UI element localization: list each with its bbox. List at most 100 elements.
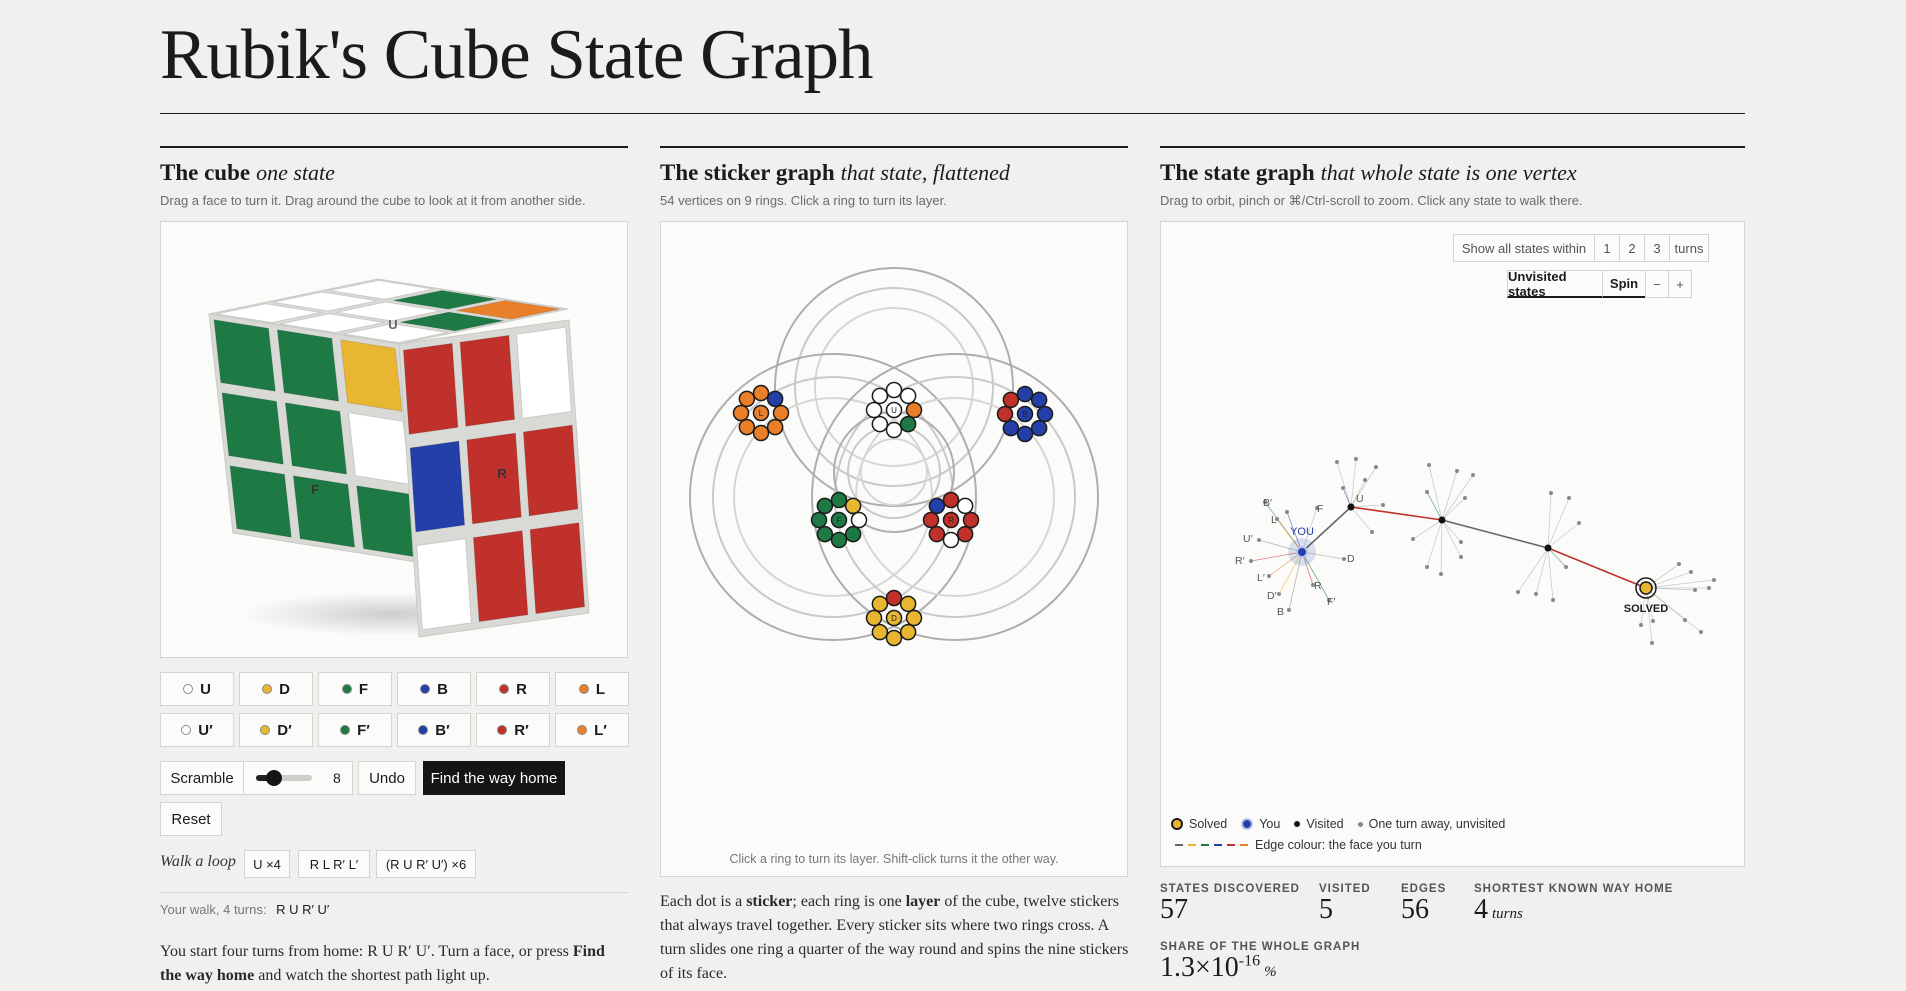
slider-track[interactable] [256, 770, 312, 786]
unvisited-state-node[interactable] [1275, 517, 1279, 521]
unvisited-state-node[interactable] [1534, 592, 1538, 596]
cube-sticker[interactable] [280, 313, 385, 333]
cube-sticker[interactable] [273, 291, 378, 312]
cube-sticker[interactable] [392, 290, 497, 310]
cube-sticker[interactable] [292, 475, 356, 548]
unvisited-state-node[interactable] [1381, 503, 1385, 507]
move-button-2[interactable]: F [318, 672, 392, 706]
cube-sticker[interactable] [409, 440, 466, 533]
move-prime-button-4[interactable]: R′ [476, 713, 550, 747]
unvisited-state-node[interactable] [1341, 486, 1345, 490]
cube-sticker[interactable] [529, 522, 586, 615]
move-button-4[interactable]: R [476, 672, 550, 706]
you-node[interactable] [1296, 546, 1308, 558]
unvisited-state-node[interactable] [1677, 562, 1681, 566]
cube-viewport[interactable]: U F R [160, 221, 628, 658]
cube-sticker[interactable] [229, 465, 292, 538]
unvisited-state-node[interactable] [1577, 521, 1581, 525]
move-button-0[interactable]: U [160, 672, 234, 706]
unvisited-state-node[interactable] [1712, 578, 1716, 582]
cube-face-front[interactable] [208, 313, 424, 564]
unvisited-state-node[interactable] [1374, 465, 1378, 469]
unvisited-state-node[interactable] [1363, 478, 1367, 482]
cube-faces[interactable] [208, 278, 590, 638]
layer-ring[interactable] [689, 353, 977, 641]
move-button-3[interactable]: B [397, 672, 471, 706]
move-prime-button-5[interactable]: L′ [555, 713, 629, 747]
move-prime-button-1[interactable]: D′ [239, 713, 313, 747]
state-graph-panel[interactable]: Show all states within 1 2 3 turns Unvis… [1160, 221, 1745, 867]
cube-sticker[interactable] [516, 326, 572, 419]
solved-node[interactable] [1639, 581, 1653, 595]
cube-sticker[interactable] [348, 412, 411, 485]
undo-button[interactable]: Undo [358, 761, 416, 795]
cube-sticker[interactable] [276, 329, 340, 402]
unvisited-state-node[interactable] [1551, 598, 1555, 602]
unvisited-state-node[interactable] [1693, 588, 1697, 592]
cube-sticker[interactable] [340, 339, 403, 412]
unvisited-states-toggle[interactable]: Unvisited states [1507, 269, 1603, 299]
unvisited-state-node[interactable] [1651, 619, 1655, 623]
unvisited-state-node[interactable] [1683, 618, 1687, 622]
unvisited-state-node[interactable] [1699, 630, 1703, 634]
cube-sticker[interactable] [472, 530, 529, 623]
unvisited-state-node[interactable] [1549, 491, 1553, 495]
cube-face-right[interactable] [398, 319, 590, 638]
cube-sticker[interactable] [402, 342, 459, 435]
spin-toggle[interactable]: Spin [1602, 270, 1646, 298]
loop-button-rlrl[interactable]: R L R′ L′ [298, 850, 370, 878]
loop-button-sexy-move[interactable]: (R U R′ U′) ×6 [376, 850, 476, 878]
cube-sticker[interactable] [459, 334, 516, 427]
unvisited-state-node[interactable] [1249, 559, 1253, 563]
unvisited-state-node[interactable] [1425, 565, 1429, 569]
reset-button[interactable]: Reset [160, 802, 222, 836]
sticker-graph-panel[interactable]: U L B F R D Click a ring to turn its layer. S… [660, 221, 1128, 877]
unvisited-state-node[interactable] [1277, 592, 1281, 596]
unvisited-state-node[interactable] [1285, 510, 1289, 514]
cube-sticker[interactable] [284, 402, 348, 475]
unvisited-state-node[interactable] [1516, 590, 1520, 594]
cube-sticker[interactable] [336, 301, 441, 322]
unvisited-state-node[interactable] [1459, 540, 1463, 544]
loop-button-u4[interactable]: U ×4 [244, 850, 290, 878]
slider-thumb[interactable] [266, 770, 282, 786]
unvisited-state-node[interactable] [1411, 537, 1415, 541]
layer-ring[interactable] [794, 287, 994, 487]
scramble-button[interactable]: Scramble [160, 761, 244, 795]
scramble-length-slider[interactable]: 8 [243, 761, 353, 795]
unvisited-state-node[interactable] [1342, 557, 1346, 561]
layer-rings[interactable] [689, 267, 1099, 641]
cube-sticker[interactable] [343, 323, 448, 343]
unvisited-state-node[interactable] [1257, 538, 1261, 542]
unvisited-state-node[interactable] [1455, 469, 1459, 473]
unvisited-state-node[interactable] [1564, 565, 1568, 569]
move-prime-button-0[interactable]: U′ [160, 713, 234, 747]
layer-ring[interactable] [814, 307, 974, 467]
within-1-button[interactable]: 1 [1594, 234, 1620, 262]
cube-sticker[interactable] [466, 432, 522, 525]
unvisited-state-node[interactable] [1463, 496, 1467, 500]
unvisited-state-node[interactable] [1567, 496, 1571, 500]
cube-sticker[interactable] [522, 424, 579, 517]
cube-sticker[interactable] [399, 311, 504, 332]
find-way-home-button[interactable]: Find the way home [423, 761, 565, 795]
cube-3d-view[interactable]: U F R [161, 222, 627, 657]
unvisited-state-node[interactable] [1287, 608, 1291, 612]
unvisited-state-node[interactable] [1427, 463, 1431, 467]
move-prime-button-2[interactable]: F′ [318, 713, 392, 747]
unvisited-state-node[interactable] [1370, 530, 1374, 534]
cube-sticker[interactable] [221, 392, 284, 465]
zoom-in-button[interactable]: + [1668, 270, 1692, 298]
unvisited-state-node[interactable] [1707, 586, 1711, 590]
unvisited-state-node[interactable] [1267, 574, 1271, 578]
move-button-5[interactable]: L [555, 672, 629, 706]
move-button-1[interactable]: D [239, 672, 313, 706]
unvisited-state-node[interactable] [1425, 490, 1429, 494]
state-graph-network[interactable] [1249, 457, 1716, 645]
unvisited-state-node[interactable] [1327, 598, 1331, 602]
unvisited-state-node[interactable] [1315, 506, 1319, 510]
layer-ring[interactable] [811, 353, 1099, 641]
inner-layer-ring[interactable] [860, 438, 928, 506]
cube-sticker[interactable] [213, 319, 276, 392]
cube-sticker[interactable] [216, 303, 321, 323]
